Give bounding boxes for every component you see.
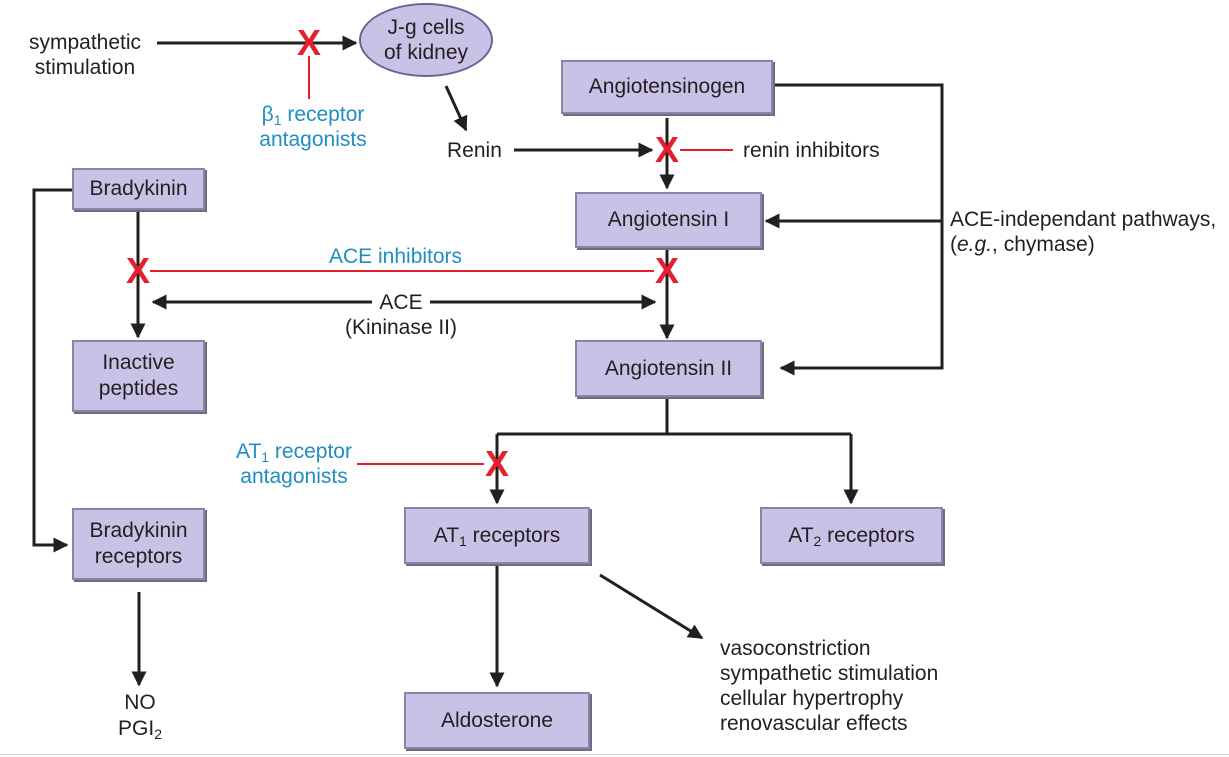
block-x-ace-bradykinin-icon: X — [125, 250, 151, 291]
angiotensin-ii-label: Angiotensin II — [604, 356, 733, 380]
arrow-bradykinin-to-receptors — [32, 188, 73, 553]
sympathetic-stimulation-label: sympathetic stimulation — [28, 31, 142, 79]
bradykinin-receptors-node: Bradykinin receptors — [72, 508, 205, 580]
angiotensinogen-node: Angiotensinogen — [561, 60, 773, 114]
ace-independent-label: ACE-independant pathways, (e.g., chymase… — [950, 208, 1217, 256]
block-x-at1-icon: X — [484, 443, 510, 484]
inactive-peptides-node: Inactive peptides — [72, 340, 205, 412]
arrow-ace-independent-to-angiotensin-i — [764, 83, 944, 229]
effect-item: vasoconstriction — [720, 637, 871, 660]
bradykinin-node: Bradykinin — [72, 168, 205, 210]
jg-cells-node: J-g cells of kidney — [359, 3, 493, 77]
arrow-at1-to-effects — [599, 573, 704, 640]
renin-inhibitors-label: renin inhibitors — [743, 139, 880, 162]
bradykinin-receptors-label: Bradykinin receptors — [89, 519, 188, 568]
at2-receptors-label: AT2 receptors — [788, 523, 915, 549]
inactive-peptides-label: Inactive peptides — [98, 351, 179, 400]
arrow-jg-to-renin — [444, 85, 468, 132]
aldosterone-node: Aldosterone — [404, 692, 590, 749]
block-x-beta1-icon: X — [296, 22, 322, 63]
kininase-label: (Kininase II) — [344, 316, 458, 339]
aldosterone-label: Aldosterone — [440, 708, 554, 732]
at2-receptors-node: AT2 receptors — [760, 507, 943, 564]
effect-item: renovascular effects — [720, 712, 908, 735]
renin-label: Renin — [447, 139, 502, 162]
effect-item: cellular hypertrophy — [720, 687, 904, 710]
no-label: NO — [124, 691, 156, 714]
block-x-renin-icon: X — [654, 129, 680, 170]
angiotensin-i-node: Angiotensin I — [575, 192, 762, 248]
at1-receptors-label: AT1 receptors — [433, 523, 561, 549]
at1-antagonists-label: AT1 receptor antagonists — [236, 440, 352, 488]
beta1-antagonists-label: β1 receptor antagonists — [259, 103, 367, 151]
angiotensinogen-label: Angiotensinogen — [588, 75, 746, 98]
ace-inhibitors-label: ACE inhibitors — [324, 244, 468, 269]
effect-item: sympathetic stimulation — [720, 662, 939, 685]
block-x-ace-angiotensin-icon: X — [654, 250, 680, 291]
effects-list: vasoconstriction sympathetic stimulation… — [720, 636, 938, 736]
pgi2-label: PGI2 — [118, 717, 162, 742]
angiotensin-ii-node: Angiotensin II — [575, 340, 762, 397]
line-angiotensin-ii-branch — [497, 399, 851, 436]
ace-label: ACE — [379, 291, 423, 314]
bradykinin-label: Bradykinin — [89, 177, 188, 200]
at1-receptors-node: AT1 receptors — [404, 507, 590, 564]
bottom-divider — [0, 754, 1229, 755]
angiotensin-i-label: Angiotensin I — [607, 208, 730, 231]
jg-cells-label: J-g cells of kidney — [383, 16, 469, 64]
arrow-ace-independent-to-angiotensin-ii — [779, 221, 944, 376]
